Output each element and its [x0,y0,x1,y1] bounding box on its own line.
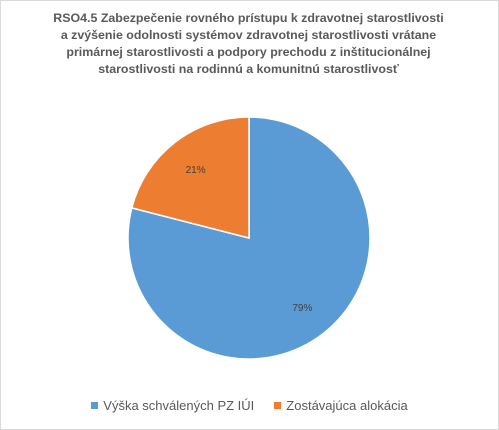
chart-title-line-4: starostlivosti na rodinnú a komunitnú st… [98,62,399,76]
legend-item-remaining: Zostávajúca alokácia [274,398,408,413]
chart-title-line-2: a zvýšenie odolnosti systémov zdravotnej… [60,28,437,42]
legend-swatch-approved [91,402,99,409]
data-label-remaining: 21% [186,165,206,176]
legend: Výška schválených PZ IÚI Zostávajúca alo… [0,398,499,413]
chart-title: RSO4.5 Zabezpečenie rovného prístupu k z… [20,10,477,78]
legend-label-remaining: Zostávajúca alokácia [286,398,408,413]
legend-item-approved: Výška schválených PZ IÚI [91,398,254,413]
data-label-approved: 79% [292,303,312,314]
legend-label-approved: Výška schválených PZ IÚI [103,398,255,413]
chart-title-line-3: primárnej starostlivosti a podpory prech… [66,45,431,59]
chart-title-line-1: RSO4.5 Zabezpečenie rovného prístupu k z… [53,11,444,25]
pie-slice-remaining [130,116,250,239]
legend-swatch-remaining [274,402,282,409]
